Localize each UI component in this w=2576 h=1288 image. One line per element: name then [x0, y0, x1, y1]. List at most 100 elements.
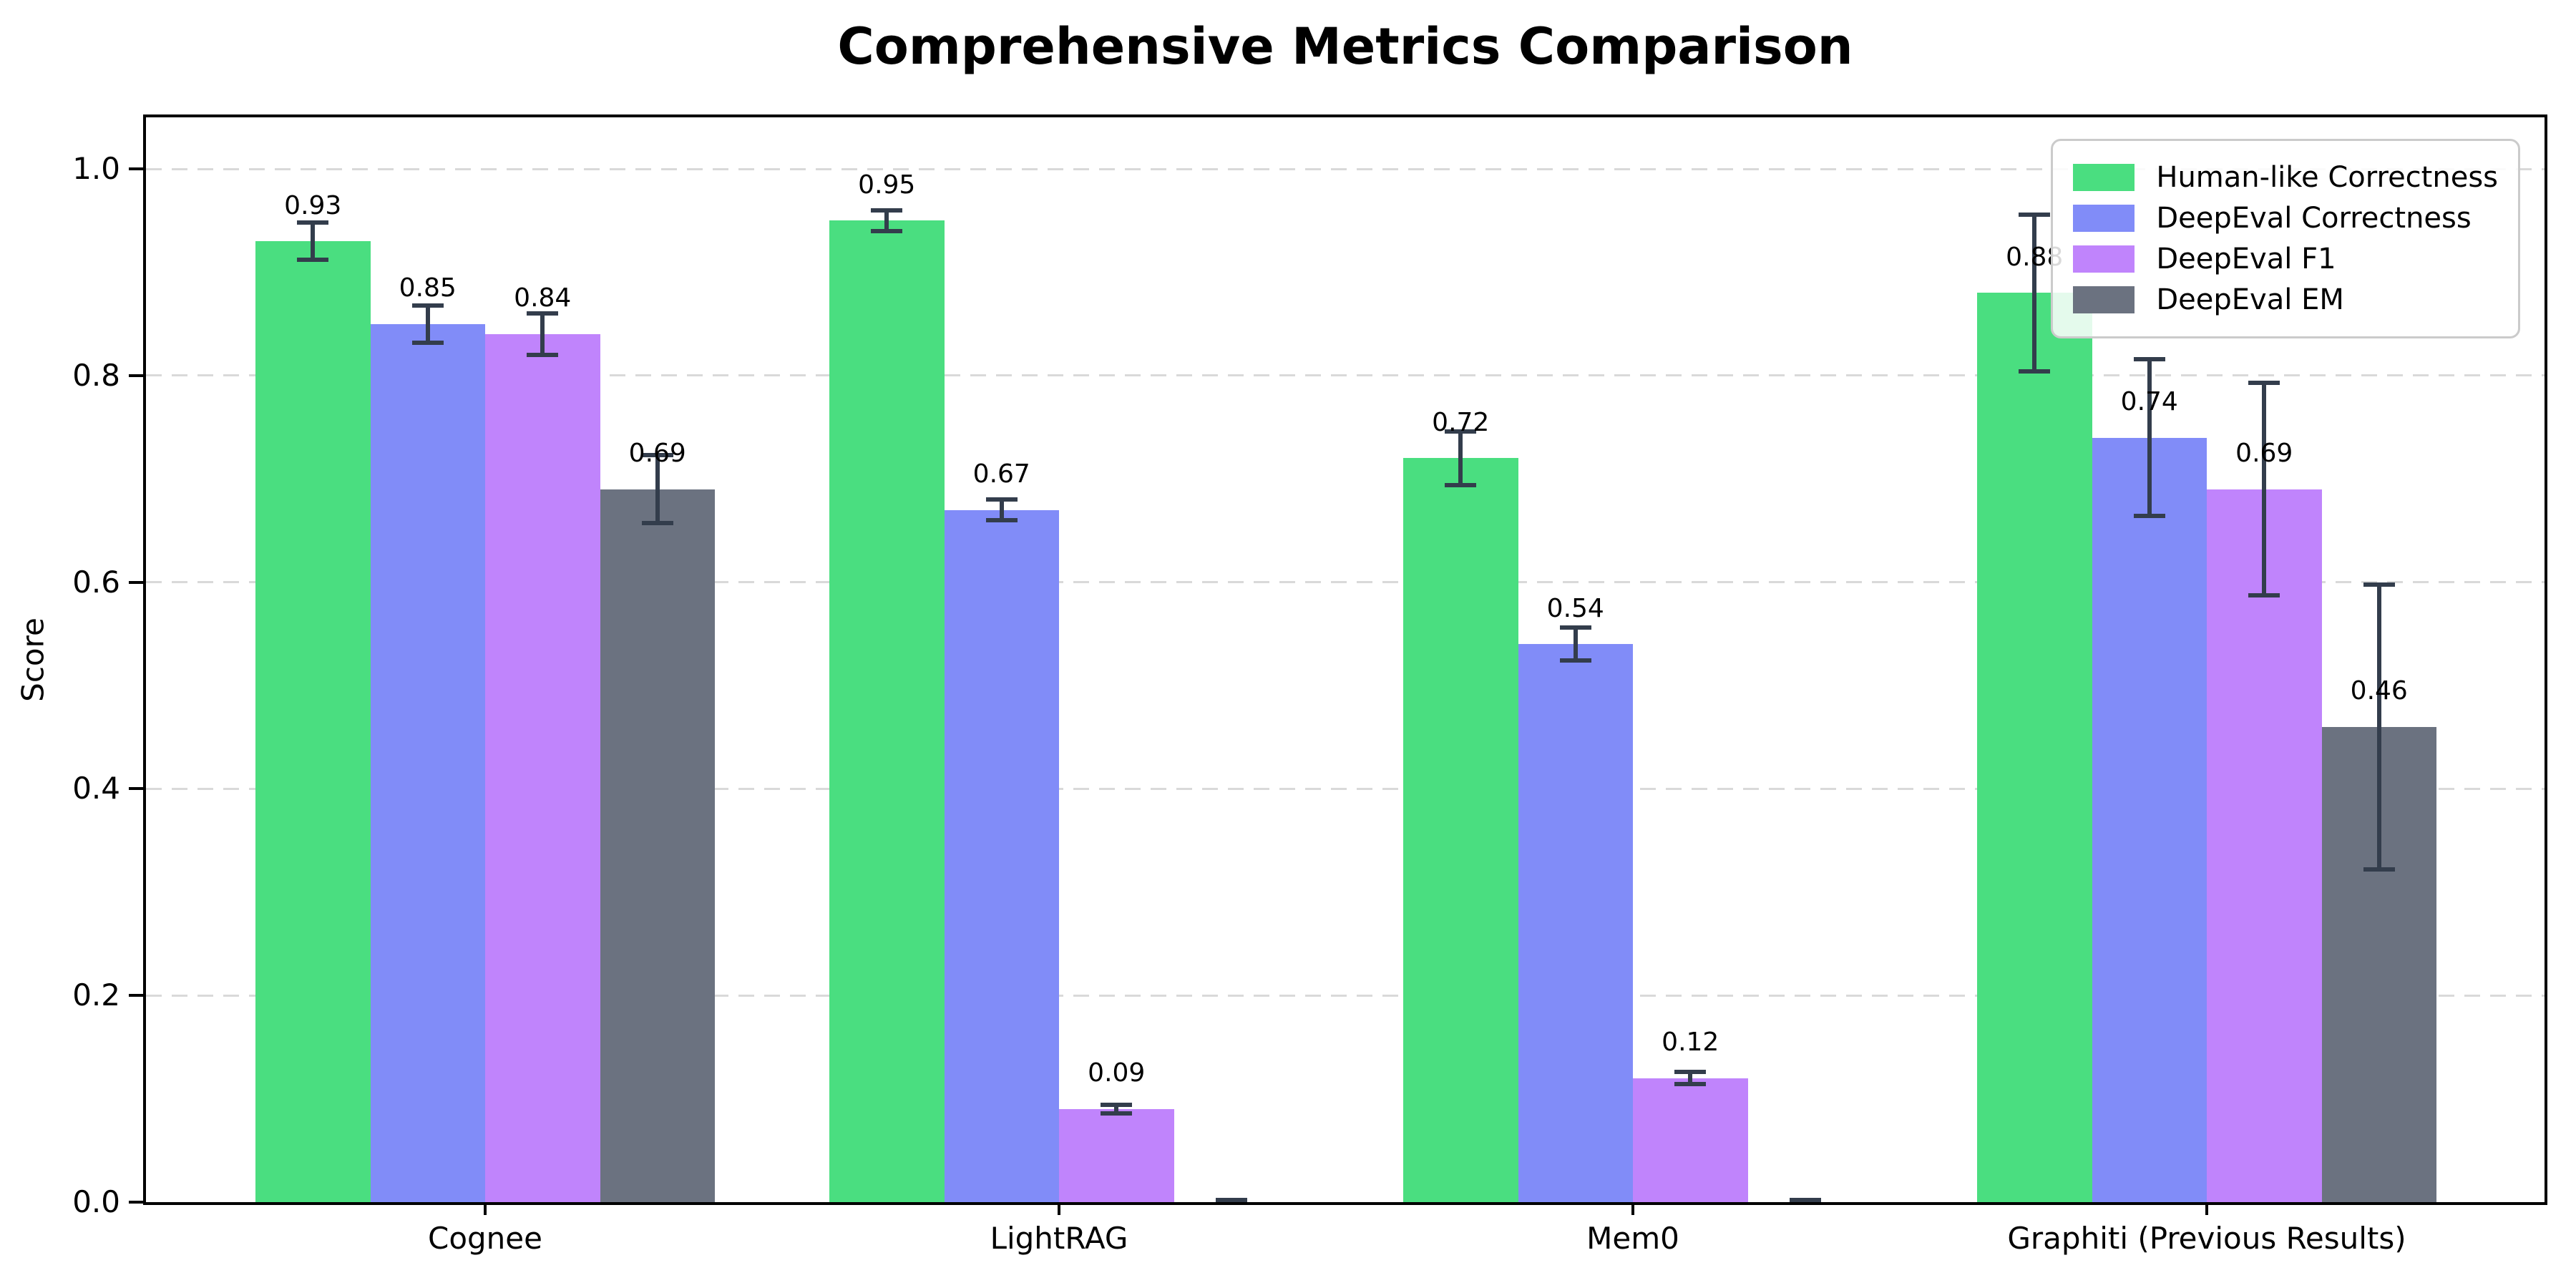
- y-tick-label: 0.6: [72, 564, 120, 600]
- x-tick-mark: [1631, 1202, 1634, 1215]
- bar-value-label: 0.72: [1432, 407, 1490, 437]
- error-bar-line: [1114, 1103, 1119, 1116]
- x-tick-mark: [2205, 1202, 2208, 1215]
- error-bar-cap-top: [871, 208, 903, 213]
- bar-value-label: 0.69: [628, 439, 686, 469]
- error-bar-cap-bottom: [871, 228, 903, 233]
- legend-row: DeepEval EM: [2073, 284, 2498, 316]
- bar: [829, 220, 945, 1202]
- error-bar-cap-top: [1215, 1198, 1247, 1202]
- error-bar-line: [2032, 212, 2037, 374]
- error-bar-line: [425, 303, 430, 345]
- error-bar: [2248, 381, 2280, 598]
- error-bar-cap-bottom: [411, 340, 444, 345]
- x-tick-mark: [1058, 1202, 1060, 1215]
- y-tick-label: 0.4: [72, 771, 120, 806]
- y-tick-label: 0.0: [72, 1184, 120, 1219]
- bar: [2207, 489, 2322, 1202]
- bar-value-label: 0.84: [514, 283, 572, 313]
- bar-value-label: 0.74: [2120, 386, 2178, 416]
- y-axis-label: Score: [15, 618, 51, 702]
- error-bar-line: [2147, 356, 2152, 519]
- gridline: [146, 787, 2545, 790]
- gridline: [146, 581, 2545, 584]
- error-bar: [2363, 582, 2395, 872]
- y-tick-mark: [129, 1201, 143, 1204]
- error-bar: [1215, 1198, 1247, 1202]
- error-bar: [297, 220, 329, 263]
- error-bar-cap-bottom: [2248, 593, 2280, 598]
- x-tick-label: Cognee: [428, 1221, 542, 1256]
- bar: [255, 241, 371, 1202]
- error-bar-cap-bottom: [1445, 482, 1477, 487]
- error-bar: [1101, 1103, 1133, 1116]
- legend-swatch: [2073, 286, 2135, 313]
- error-bar-cap-top: [641, 453, 673, 458]
- error-bar-cap-top: [1789, 1198, 1821, 1202]
- chart-title: Comprehensive Metrics Comparison: [837, 17, 1853, 76]
- error-bar-cap-bottom: [2133, 514, 2165, 519]
- error-bar-cap-top: [2363, 582, 2395, 587]
- plot-area: Human-like Correctness DeepEval Correctne…: [143, 114, 2547, 1205]
- error-bar-cap-bottom: [1559, 658, 1591, 663]
- error-bar-cap-top: [297, 220, 329, 225]
- error-bar: [985, 497, 1018, 522]
- legend-swatch: [2073, 245, 2135, 273]
- legend-row: DeepEval Correctness: [2073, 203, 2498, 234]
- error-bar-cap-top: [1674, 1070, 1707, 1075]
- y-tick-mark: [129, 580, 143, 584]
- gridline: [146, 994, 2545, 997]
- bar: [1977, 293, 2092, 1202]
- error-bar-cap-top: [1445, 429, 1477, 434]
- y-tick-mark: [129, 994, 143, 997]
- error-bar: [871, 208, 903, 233]
- legend-row: DeepEval F1: [2073, 243, 2498, 275]
- y-tick-label: 0.2: [72, 977, 120, 1013]
- error-bar: [1789, 1198, 1821, 1202]
- legend-label: Human-like Correctness: [2156, 161, 2498, 194]
- y-tick-mark: [129, 374, 143, 377]
- legend-label: DeepEval EM: [2156, 283, 2344, 316]
- bar: [370, 323, 485, 1202]
- error-bar-line: [1573, 625, 1578, 663]
- bar: [1633, 1078, 1748, 1202]
- error-bar: [2019, 212, 2051, 374]
- error-bar-cap-top: [527, 311, 559, 316]
- bar: [485, 334, 600, 1202]
- bar: [944, 509, 1059, 1202]
- bar-value-label: 0.93: [284, 190, 342, 220]
- error-bar-cap-bottom: [527, 352, 559, 357]
- error-bar-cap-top: [1101, 1103, 1133, 1108]
- legend-swatch: [2073, 205, 2135, 232]
- bar: [1403, 458, 1518, 1202]
- bar-value-label: 0.69: [2235, 439, 2293, 469]
- error-bar-cap-top: [2248, 381, 2280, 386]
- error-bar-cap-bottom: [2019, 369, 2051, 374]
- gridline: [146, 167, 2545, 170]
- bar-value-label: 0.67: [972, 459, 1030, 489]
- error-bar: [411, 303, 444, 345]
- bar-value-label: 0.46: [2350, 676, 2408, 706]
- error-bar-line: [2376, 582, 2381, 872]
- error-bar-cap-top: [985, 497, 1018, 502]
- y-tick-label: 0.8: [72, 357, 120, 393]
- bar-value-label: 0.85: [399, 273, 457, 303]
- error-bar: [1674, 1070, 1707, 1087]
- x-tick-mark: [484, 1202, 487, 1215]
- error-bar: [2133, 356, 2165, 519]
- error-bar-line: [1688, 1070, 1693, 1087]
- error-bar: [1445, 429, 1477, 487]
- error-bar-cap-bottom: [1215, 1201, 1247, 1202]
- error-bar-cap-bottom: [1789, 1201, 1821, 1202]
- error-bar-line: [1458, 429, 1463, 487]
- legend-label: DeepEval F1: [2156, 243, 2336, 275]
- bar: [2092, 437, 2207, 1202]
- y-tick-mark: [129, 167, 143, 171]
- error-bar-cap-bottom: [641, 521, 673, 526]
- error-bar-cap-bottom: [985, 517, 1018, 522]
- error-bar-cap-top: [2019, 212, 2051, 217]
- x-tick-label: Graphiti (Previous Results): [2007, 1221, 2406, 1256]
- bar-value-label: 0.12: [1662, 1027, 1719, 1057]
- y-tick-label: 1.0: [72, 151, 120, 187]
